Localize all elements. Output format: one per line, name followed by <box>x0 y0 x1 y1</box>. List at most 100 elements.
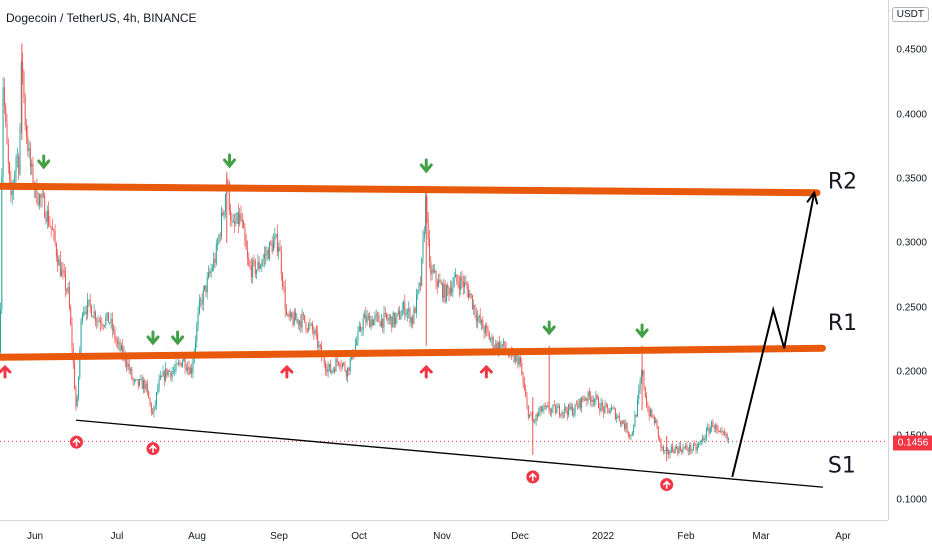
candle-body <box>526 396 528 406</box>
candle-body <box>575 404 577 406</box>
candle-body <box>638 390 640 400</box>
candle-body <box>331 370 333 374</box>
candle-body <box>361 330 363 331</box>
candle-body <box>377 314 378 316</box>
currency-badge[interactable]: USDT <box>891 7 929 22</box>
candle-body <box>295 312 297 321</box>
candle-body <box>726 434 728 440</box>
candle-body <box>436 281 438 287</box>
candle-body <box>423 231 425 238</box>
candle-body <box>573 412 575 416</box>
candle-body <box>543 405 545 410</box>
candle-body <box>282 274 284 287</box>
candle-body <box>354 344 356 354</box>
candle-body <box>659 436 661 440</box>
candle-body <box>648 410 650 417</box>
candle-body <box>59 259 61 277</box>
candle-body <box>237 212 239 225</box>
candle-body <box>202 289 204 305</box>
price-scale[interactable]: USDT 0.4500 0.4000 0.3500 0.3000 0.2500 … <box>888 0 932 520</box>
candle-body <box>380 318 382 327</box>
sell-arrow-icon <box>37 154 51 170</box>
candle-body <box>553 404 555 406</box>
candle-body <box>378 314 380 322</box>
candle-body <box>50 226 52 228</box>
candle-body <box>187 367 189 370</box>
candle-body <box>627 432 629 435</box>
candle-body <box>150 403 152 413</box>
candle-body <box>84 311 86 313</box>
candle-body <box>23 71 25 98</box>
candle-body <box>582 397 584 400</box>
candle-body <box>22 62 24 72</box>
candle-body <box>569 404 571 410</box>
time-tick-feb: Feb <box>677 531 695 542</box>
candle-body <box>473 304 475 309</box>
candle-body <box>500 344 502 351</box>
candle-body <box>587 391 589 401</box>
candle-body <box>76 397 78 407</box>
buy-arrow-icon <box>419 364 433 379</box>
sell-arrow-icon <box>146 330 160 346</box>
candle-body <box>410 317 412 323</box>
level-line-r2 <box>0 182 821 197</box>
time-axis[interactable]: Jun Jul Aug Sep Oct Nov Dec 2022 Feb Mar… <box>0 520 888 551</box>
candle-body <box>492 337 494 349</box>
candle-body <box>62 269 64 271</box>
candle-body <box>31 163 33 167</box>
candle-body <box>574 404 576 413</box>
candle-body <box>256 269 258 275</box>
candle-body <box>110 318 112 323</box>
price-chart[interactable]: R2 R1 S1 <box>0 0 888 520</box>
candle-body <box>209 272 211 274</box>
candle-body <box>478 315 480 318</box>
candle-body <box>218 235 220 243</box>
buy-arrow-icon <box>479 364 493 379</box>
candle-body <box>678 445 680 453</box>
candle-body <box>728 439 729 440</box>
candle-body <box>705 429 707 439</box>
level-label-s1: S1 <box>828 454 856 479</box>
candle-body <box>517 354 519 365</box>
candle-body <box>9 162 11 179</box>
candle-body <box>243 222 245 229</box>
candle-body <box>583 399 585 401</box>
time-tick-mar: Mar <box>752 531 770 542</box>
candle-body <box>539 406 541 413</box>
symbol-title: Dogecoin / TetherUS, 4h, BINANCE <box>6 11 197 25</box>
candle-body <box>508 354 510 357</box>
candle-body <box>247 249 248 258</box>
price-tick-0.2500: 0.2500 <box>896 302 927 314</box>
candle-body <box>97 320 99 322</box>
candle-body <box>468 289 469 298</box>
candle-body <box>104 325 105 326</box>
candle-body <box>283 286 285 288</box>
candle-body <box>326 369 328 372</box>
candle-body <box>724 432 726 435</box>
candle-body <box>291 312 293 318</box>
candle-body <box>642 371 644 375</box>
candle-body <box>661 446 663 448</box>
candle-body <box>405 313 407 316</box>
candle-body <box>240 213 242 220</box>
candle-body <box>117 341 118 344</box>
candle-body <box>328 364 330 367</box>
candle-body <box>206 277 208 293</box>
candle-body <box>349 358 351 371</box>
candle-body <box>241 219 243 223</box>
candle-body <box>74 363 76 389</box>
candle-body <box>261 263 263 267</box>
candle-body <box>61 269 63 277</box>
candle-body <box>66 289 68 292</box>
time-tick-sep: Sep <box>270 531 288 542</box>
candle-body <box>143 380 144 389</box>
candle-body <box>462 281 464 287</box>
candle-body <box>244 228 246 241</box>
candle-body <box>260 266 261 269</box>
candle-body <box>501 344 503 346</box>
candle-body <box>700 439 702 443</box>
candle-body <box>373 319 375 326</box>
price-tick-0.3000: 0.3000 <box>896 237 927 249</box>
candle-body <box>538 412 540 417</box>
